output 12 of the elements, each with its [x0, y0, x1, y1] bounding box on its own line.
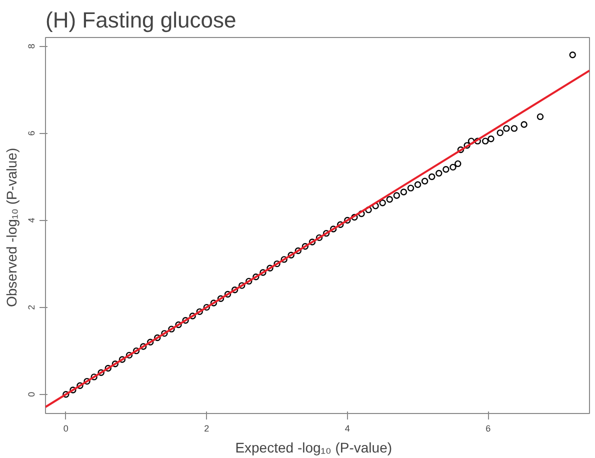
x-tick-label: 0 [63, 424, 68, 434]
y-tick-label: 0 [26, 392, 36, 397]
y-tick-label: 4 [26, 218, 36, 223]
y-tick-label: 6 [26, 130, 36, 136]
y-tick-label: 2 [26, 304, 36, 310]
x-axis-title: Expected -log₁₀ (P-value) [235, 440, 392, 456]
chart-title: (H) Fasting glucose [46, 8, 236, 32]
x-tick-label: 6 [486, 424, 491, 434]
y-axis-title: Observed -log₁₀ (P-value) [4, 148, 20, 308]
x-tick-label: 2 [204, 424, 210, 434]
y-tick-label: 8 [26, 44, 36, 49]
x-tick-label: 4 [344, 424, 350, 434]
